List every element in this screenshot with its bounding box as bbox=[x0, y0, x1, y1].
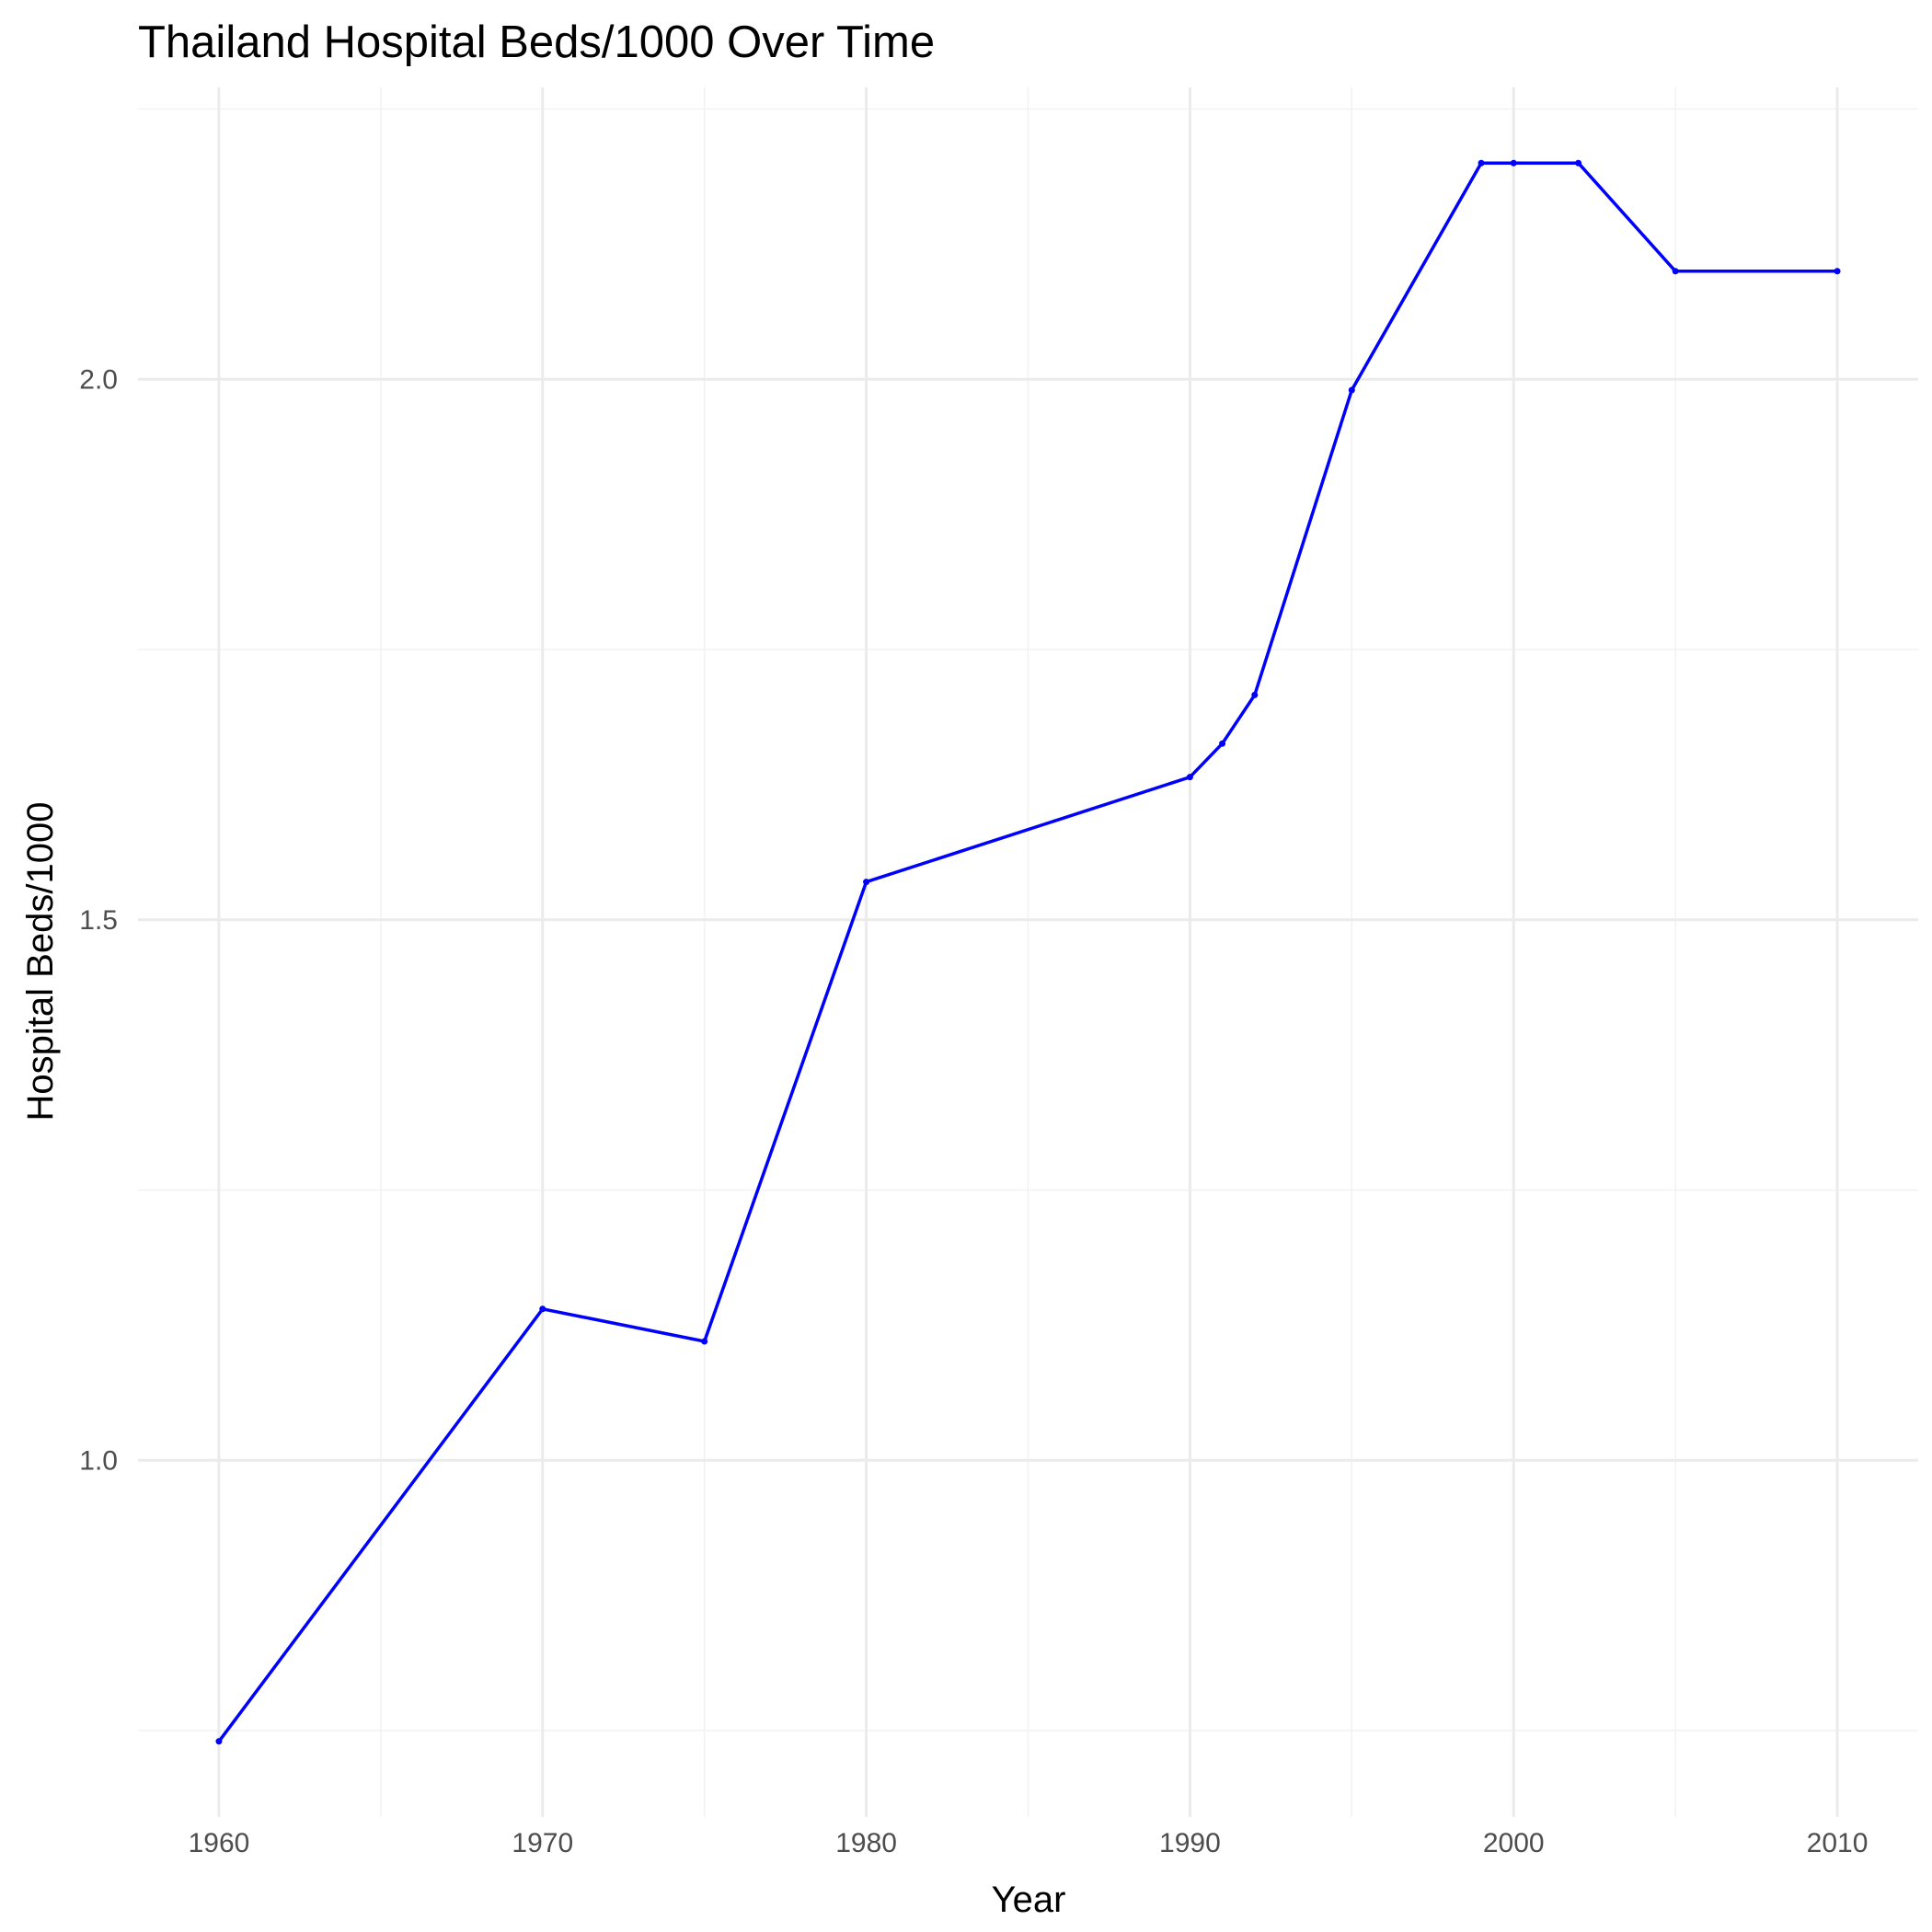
y-tick-label: 1.0 bbox=[79, 1445, 118, 1476]
x-tick-label: 2010 bbox=[1807, 1828, 1869, 1858]
data-point bbox=[1251, 691, 1259, 698]
data-point bbox=[1834, 268, 1841, 275]
y-tick-label: 1.5 bbox=[79, 905, 118, 936]
x-axis-title: Year bbox=[992, 1880, 1066, 1920]
x-tick-label: 1960 bbox=[189, 1828, 250, 1858]
data-point bbox=[1672, 268, 1679, 275]
data-point bbox=[215, 1738, 223, 1745]
x-tick-label: 2000 bbox=[1483, 1828, 1545, 1858]
tick-labels: 1960 1970 1980 1990 2000 2010 1.0 1.5 2.0 bbox=[79, 364, 1868, 1858]
data-point bbox=[863, 879, 870, 886]
x-tick-label: 1990 bbox=[1159, 1828, 1221, 1858]
series-layer bbox=[215, 159, 1841, 1745]
x-tick-label: 1970 bbox=[512, 1828, 573, 1858]
y-tick-label: 2.0 bbox=[79, 364, 118, 395]
data-point bbox=[1575, 159, 1582, 167]
data-point bbox=[1186, 774, 1193, 781]
data-point bbox=[539, 1305, 546, 1313]
data-point bbox=[1348, 386, 1355, 394]
data-point bbox=[701, 1338, 708, 1345]
y-axis-title: Hospital Beds/1000 bbox=[20, 802, 61, 1121]
data-point bbox=[1510, 159, 1517, 167]
data-point bbox=[1478, 159, 1485, 167]
grid-lines bbox=[138, 87, 1918, 1817]
data-point bbox=[1219, 740, 1226, 747]
chart-title: Thailand Hospital Beds/1000 Over Time bbox=[138, 17, 935, 67]
x-tick-label: 1980 bbox=[835, 1828, 897, 1858]
